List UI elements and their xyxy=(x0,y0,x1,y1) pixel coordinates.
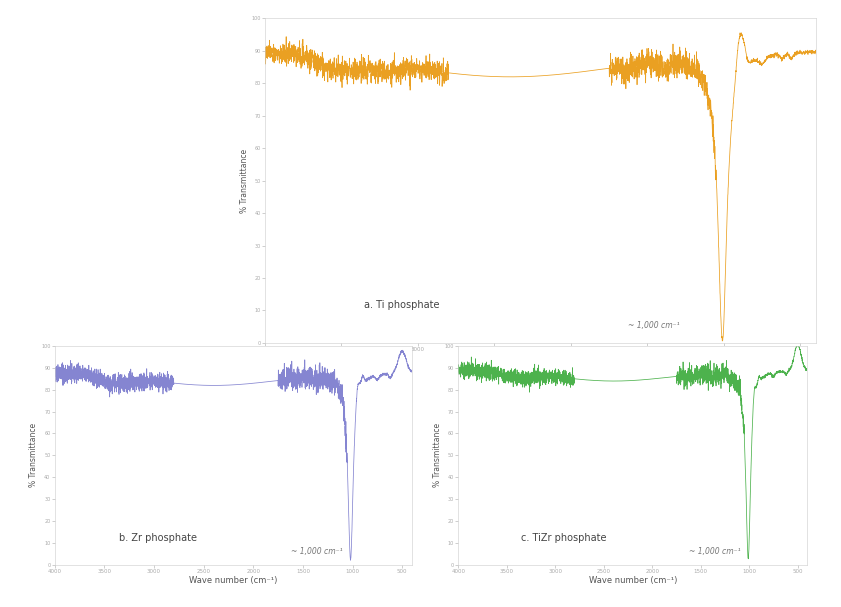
X-axis label: Wave number (cm⁻¹): Wave number (cm⁻¹) xyxy=(496,355,584,364)
Text: c. TiZr phosphate: c. TiZr phosphate xyxy=(521,533,606,543)
X-axis label: Wave number (cm⁻¹): Wave number (cm⁻¹) xyxy=(589,577,677,586)
Text: a. Ti phosphate: a. Ti phosphate xyxy=(364,300,440,311)
Y-axis label: % Transmittance: % Transmittance xyxy=(240,149,249,212)
Text: ~ 1,000 cm⁻¹: ~ 1,000 cm⁻¹ xyxy=(689,547,740,556)
Text: ~ 1,000 cm⁻¹: ~ 1,000 cm⁻¹ xyxy=(291,547,342,556)
Y-axis label: % Transmittance: % Transmittance xyxy=(29,423,39,487)
X-axis label: Wave number (cm⁻¹): Wave number (cm⁻¹) xyxy=(189,577,278,586)
Text: b. Zr phosphate: b. Zr phosphate xyxy=(119,533,197,543)
Text: ~ 1,000 cm⁻¹: ~ 1,000 cm⁻¹ xyxy=(628,321,680,330)
Y-axis label: % Transmittance: % Transmittance xyxy=(433,423,442,487)
